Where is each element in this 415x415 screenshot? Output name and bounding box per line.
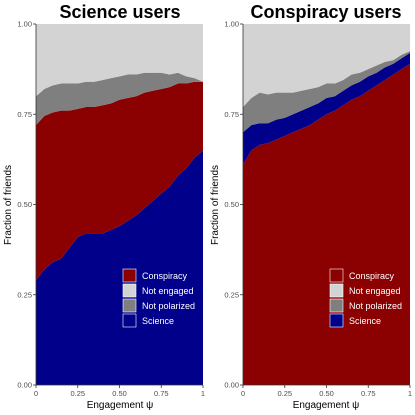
- y-tick-label: 0.50: [224, 200, 239, 209]
- y-tick-label: 0.50: [17, 200, 32, 209]
- legend-label-science: Science: [142, 316, 174, 326]
- panel-science-users: Science users 0.000.250.500.751.000 0.25 0…: [3, 2, 205, 411]
- x-tick-label: 0.75: [361, 389, 376, 398]
- plot-area: [36, 24, 203, 385]
- area-not-engaged: [36, 24, 203, 97]
- legend-swatch-not-engaged: [122, 283, 137, 298]
- legend: Conspiracy Not engaged Not polarized Scienc…: [122, 268, 195, 328]
- legend-swatch-not-polarized: [122, 298, 137, 313]
- area-science: [36, 150, 203, 385]
- legend: Conspiracy Not engaged Not polarized Scienc…: [329, 268, 402, 328]
- x-tick-label: 0.50: [112, 389, 127, 398]
- panel-title: Conspiracy users: [250, 2, 401, 22]
- axes: 0.00 0.25 0.50 0.75 1.00 0 0.25 0.50 0.75 1: [17, 20, 205, 398]
- x-tick-label: 0: [34, 389, 38, 398]
- y-axis-title: Fraction of friends: [3, 165, 14, 245]
- area-not-polarized: [36, 72, 203, 126]
- y-tick-label: 0.00: [17, 381, 32, 390]
- y-tick-label: 0.25: [17, 290, 32, 299]
- legend-swatch-science: [122, 313, 137, 328]
- panel-conspiracy-users: Conspiracy users 0.000.250.500.751.000 0.…: [210, 2, 412, 411]
- area-conspiracy: [36, 81, 203, 281]
- y-tick-label: 0.25: [224, 290, 239, 299]
- legend-swatch-not-polarized: [329, 298, 344, 313]
- x-axis-title: Engagement ψ: [293, 400, 360, 411]
- y-tick-label: 1.00: [224, 20, 239, 29]
- x-tick-label: 0.75: [154, 389, 169, 398]
- legend-label-conspiracy: Conspiracy: [142, 271, 188, 281]
- y-tick-label: 0.00: [224, 381, 239, 390]
- y-axis-title: Fraction of friends: [210, 165, 221, 245]
- x-tick-label: 0.25: [70, 389, 85, 398]
- legend-swatch-conspiracy: [122, 268, 137, 283]
- x-tick-label: 1: [408, 389, 412, 398]
- legend-swatch-not-engaged: [329, 283, 344, 298]
- area-not-polarized: [243, 51, 410, 133]
- legend-swatch-conspiracy: [329, 268, 344, 283]
- y-tick-label: 0.75: [17, 110, 32, 119]
- legend-label-not-engaged: Not engaged: [142, 286, 194, 296]
- x-tick-label: 0: [241, 389, 245, 398]
- plot-area: [243, 24, 410, 386]
- legend-swatch-science: [329, 313, 344, 328]
- y-tick-label: 0.75: [224, 110, 239, 119]
- x-tick-label: 0.50: [319, 389, 334, 398]
- legend-label-science: Science: [349, 316, 381, 326]
- legend-label-not-engaged: Not engaged: [349, 286, 401, 296]
- area-conspiracy: [243, 63, 410, 386]
- y-tick-label: 1.00: [17, 20, 32, 29]
- axes: 0.00 0.25 0.50 0.75 1.00 0 0.25 0.50 0.75 1: [224, 20, 412, 398]
- legend-label-not-polarized: Not polarized: [349, 301, 402, 311]
- panel-title: Science users: [59, 2, 180, 22]
- area-science: [243, 52, 410, 165]
- x-axis-title: Engagement ψ: [87, 400, 154, 411]
- legend-label-not-polarized: Not polarized: [142, 301, 195, 311]
- area-not-engaged: [243, 24, 410, 108]
- legend-label-conspiracy: Conspiracy: [349, 271, 395, 281]
- x-tick-label: 1: [201, 389, 205, 398]
- x-tick-label: 0.25: [277, 389, 292, 398]
